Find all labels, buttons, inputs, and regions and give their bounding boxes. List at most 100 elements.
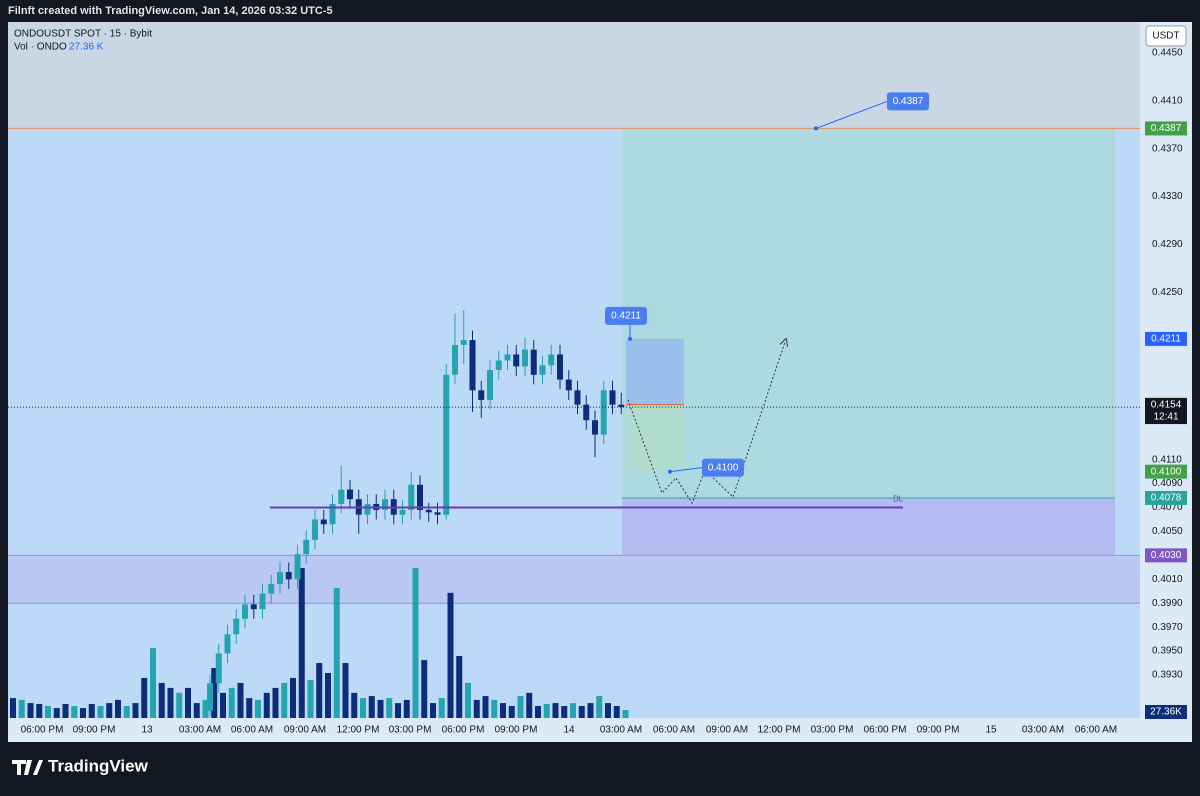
volume-bar [412,568,419,718]
price-tag-text: 0.4078 [1151,493,1182,504]
callout-dot [668,469,672,474]
volume-bar [368,696,375,718]
volume-label: Vol · ONDO [14,42,67,53]
y-tick-label: 0.4090 [1152,478,1183,489]
volume-bar [185,687,191,718]
volume-bar [211,668,218,718]
x-tick-label: 03:00 AM [600,725,642,736]
candle-body [487,370,493,400]
x-tick-label: 09:00 AM [706,725,748,736]
volume-bar [45,706,51,718]
candle-body [399,509,406,515]
price-tag [1145,490,1187,505]
volume-bar [132,703,139,718]
candle-body [478,390,485,400]
y-tick-label: 0.4010 [1152,574,1183,585]
candle-body [522,349,528,367]
candle-body [495,360,502,370]
volume-bar [386,698,393,718]
x-tick-label: 06:00 PM [864,725,907,736]
volume-bar [18,699,25,718]
volume-bar [71,706,78,718]
candle-body [215,653,222,684]
volume-bar [500,703,506,718]
x-tick-label: 13 [141,725,153,736]
x-tick-label: 09:00 PM [917,725,960,736]
y-tick-label: 0.4110 [1152,454,1182,465]
candle-body [548,354,555,366]
top-bar-text: Filnft created with TradingView.com, Jan… [8,5,333,17]
callout-box [887,92,929,111]
volume-bar [36,703,43,718]
x-tick-label: 09:00 AM [284,725,326,736]
brand: TradingView [48,756,149,775]
price-tag [1145,464,1187,479]
candle-body [364,503,371,515]
callout-box [702,458,744,477]
volume-bar [176,692,183,718]
volume-tag-text: 27.36K [1150,707,1182,718]
candle-body [417,484,423,510]
x-tick-label: 09:00 PM [73,725,116,736]
profit-zone [622,128,1115,498]
price-tag [1145,121,1187,136]
volume-bar [351,692,358,718]
volume-bar [106,703,113,718]
volume-bar [605,703,611,718]
volume-bar [263,692,270,718]
volume-bar [115,699,121,718]
x-tick-label: 06:00 AM [653,725,695,736]
volume-bar [517,696,524,718]
callout-dot [628,336,632,341]
price-tag [1145,548,1187,563]
candle-body [592,420,598,435]
volume-bar [237,682,244,718]
price-tag [1145,331,1187,346]
callout-line [815,100,888,129]
volume-bar [377,699,384,718]
y-tick-label: 0.4410 [1152,96,1183,107]
callout-text: 0.4211 [611,311,641,322]
volume-bar [587,703,594,718]
y-tick-label: 0.4250 [1152,287,1183,298]
volume-bar [246,698,253,718]
plot: DL 0.4387 0.4211 0.4100 [8,22,1140,718]
logo [12,760,43,775]
candle-body [425,509,432,513]
volume-bar [465,682,471,718]
volume-bar [62,703,69,718]
volume-bar [552,703,559,718]
volume-bar [403,699,410,718]
volume-bar [97,706,104,718]
current-price-text: 0.4154 [1151,400,1182,411]
volume-bar [10,698,16,718]
candle-body [338,489,345,504]
volume-bar [578,706,585,718]
volume-bar [438,698,445,718]
volume-bar [272,687,279,718]
volume-bar [526,692,533,718]
volume-bar [342,663,349,718]
volume-bar [281,682,288,718]
x-tick-label: 03:00 PM [389,725,432,736]
volume-bar [447,592,454,718]
y-tick-label: 0.3930 [1152,670,1183,681]
candle-body [452,344,458,375]
candle-body [539,365,546,375]
candle-body [347,489,353,500]
x-tick-label: 03:00 AM [1022,725,1064,736]
candle-body [329,503,336,525]
candle-body [469,340,476,391]
volume-bar [561,706,568,718]
price-tag-text: 0.4030 [1151,550,1182,561]
x-tick-label: 09:00 PM [495,725,538,736]
time-axis [8,718,1192,742]
volume-bar [430,703,436,718]
volume-bar [298,568,305,718]
volume-bar [150,648,156,718]
x-tick-label: 14 [563,725,575,736]
candle-body [224,634,231,654]
volume-bar [228,687,235,718]
countdown: 12:41 [1153,412,1178,423]
candle-body [460,340,467,345]
